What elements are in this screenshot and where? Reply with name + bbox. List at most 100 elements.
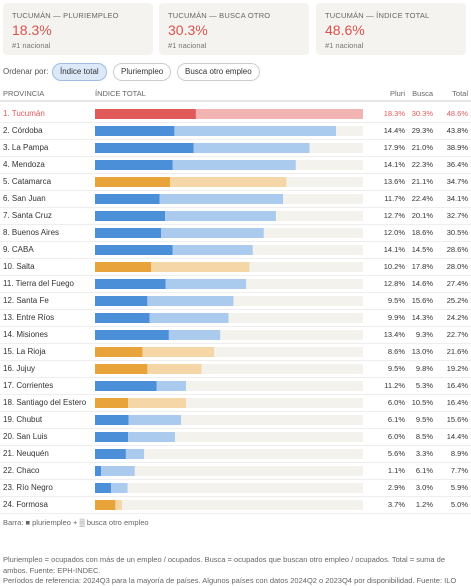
bar-busca [166, 279, 247, 289]
province-name: 13. Entre Ríos [3, 313, 54, 322]
column-header: ÍNDICE TOTAL [95, 89, 146, 98]
cell-value: 16.4% [447, 381, 469, 390]
bar-busca [142, 347, 214, 357]
bar-pluri [95, 245, 173, 255]
cell-value: 5.6% [388, 449, 405, 458]
bar-busca [174, 126, 336, 136]
cell-value: 11.7% [384, 194, 405, 203]
province-name: 20. San Luis [3, 432, 47, 441]
province-name: 4. Mendoza [3, 160, 45, 169]
province-name: 22. Chaco [3, 466, 40, 475]
bar-busca [147, 296, 233, 306]
cell-value: 12.7% [384, 211, 406, 220]
province-name: 23. Río Negro [3, 483, 53, 492]
cell-value: 34.1% [447, 194, 469, 203]
bar-note: Barra: ■ pluriempleo + ▒ busca otro empl… [3, 518, 149, 527]
cell-value: 10.2% [384, 262, 406, 271]
cell-value: 14.6% [412, 279, 434, 288]
bar-pluri [95, 296, 147, 306]
province-name: 17. Corrientes [3, 381, 53, 390]
cell-value: 15.6% [412, 296, 434, 305]
bar-busca [115, 500, 122, 510]
bar-pluri [95, 262, 151, 272]
bar-busca [173, 245, 253, 255]
province-name: 5. Catamarca [3, 177, 52, 186]
bar-busca [196, 109, 363, 119]
province-name: 10. Salta [3, 262, 35, 271]
province-name: 8. Buenos Aires [3, 228, 59, 237]
province-name: 16. Jujuy [3, 364, 35, 373]
cell-value: 14.4% [384, 126, 406, 135]
bar-pluri [95, 228, 161, 238]
bar-busca [160, 194, 284, 204]
province-name: 19. Chubut [3, 415, 43, 424]
column-header: PROVINCIA [3, 89, 44, 98]
cell-value: 30.5% [447, 228, 469, 237]
cell-value: 20.1% [412, 211, 434, 220]
bar-busca [194, 143, 310, 153]
province-name: 11. Tierra del Fuego [3, 279, 75, 288]
cell-value: 21.1% [412, 177, 434, 186]
cell-value: 15.6% [447, 415, 469, 424]
cell-value: 13.4% [384, 330, 406, 339]
bar-busca [165, 211, 276, 221]
bar-pluri [95, 466, 101, 476]
cell-value: 6.0% [388, 432, 405, 441]
province-name: 18. Santiago del Estero [3, 398, 87, 407]
bar-busca [101, 466, 135, 476]
cell-value: 14.1% [384, 160, 406, 169]
column-header: Total [452, 89, 468, 98]
cell-value: 12.8% [384, 279, 406, 288]
cell-value: 17.8% [412, 262, 434, 271]
bar-busca [128, 398, 186, 408]
cell-value: 3.3% [416, 449, 433, 458]
cell-value: 6.0% [388, 398, 405, 407]
bar-pluri [95, 432, 128, 442]
cell-value: 21.0% [412, 143, 434, 152]
bar-track [95, 483, 363, 493]
cell-value: 3.0% [416, 483, 433, 492]
bar-busca [173, 160, 296, 170]
cell-value: 18.6% [412, 228, 434, 237]
cell-value: 2.9% [388, 483, 405, 492]
cell-value: 18.3% [384, 109, 406, 118]
cell-value: 7.7% [451, 466, 468, 475]
cell-value: 6.1% [416, 466, 433, 475]
cell-value: 1.2% [416, 500, 433, 509]
bar-pluri [95, 364, 147, 374]
bar-busca [151, 262, 249, 272]
province-name: 14. Misiones [3, 330, 48, 339]
cell-value: 19.2% [447, 364, 469, 373]
bar-pluri [95, 109, 196, 119]
cell-value: 17.9% [384, 143, 406, 152]
bar-busca [170, 177, 286, 187]
bar-busca [126, 449, 144, 459]
bar-busca [128, 432, 175, 442]
bar-pluri [95, 143, 194, 153]
cell-value: 13.0% [412, 347, 434, 356]
cell-value: 5.3% [416, 381, 433, 390]
bar-pluri [95, 313, 150, 323]
cell-value: 16.4% [447, 398, 469, 407]
bar-pluri [95, 177, 170, 187]
bar-busca [147, 364, 201, 374]
bar-busca [169, 330, 220, 340]
cell-value: 48.6% [447, 109, 469, 118]
bar-pluri [95, 330, 169, 340]
cell-value: 12.0% [384, 228, 406, 237]
province-name: 12. Santa Fe [3, 296, 49, 305]
province-name: 7. Santa Cruz [3, 211, 52, 220]
bar-track [95, 466, 363, 476]
cell-value: 24.2% [447, 313, 469, 322]
cell-value: 22.7% [447, 330, 469, 339]
bar-pluri [95, 160, 173, 170]
cell-value: 5.0% [451, 500, 468, 509]
cell-value: 25.2% [447, 296, 469, 305]
province-name: 9. CABA [3, 245, 34, 254]
cell-value: 21.6% [447, 347, 469, 356]
bar-pluri [95, 347, 142, 357]
province-name: 2. Córdoba [3, 126, 43, 135]
column-header: Busca [412, 89, 434, 98]
